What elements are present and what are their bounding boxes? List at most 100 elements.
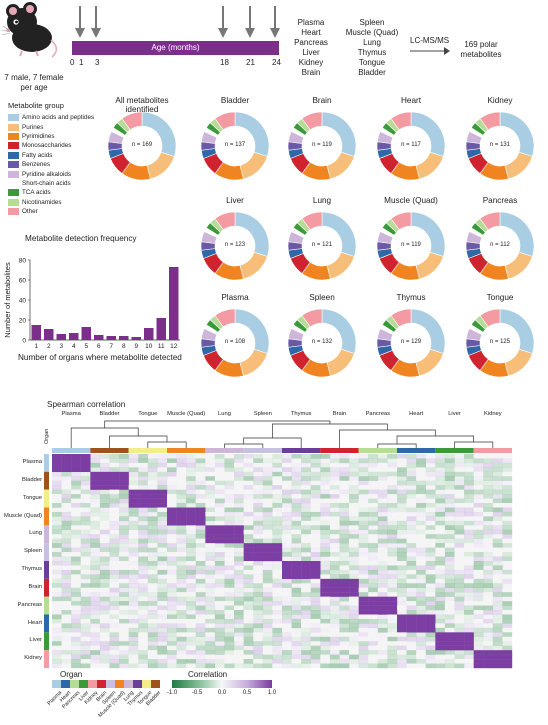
donut-n-label: n = 125 xyxy=(489,339,511,345)
donut-chart xyxy=(200,308,270,378)
bar xyxy=(156,318,166,340)
x-tick-label: 11 xyxy=(158,343,165,350)
donut-segment xyxy=(209,218,224,233)
donut-chart xyxy=(465,211,535,281)
legend-item: Other xyxy=(8,207,94,216)
donut-segment xyxy=(301,261,331,281)
metabolite-legend-title: Metabolite group xyxy=(8,101,64,110)
donut-segment xyxy=(376,148,393,159)
donut-segment xyxy=(200,328,218,341)
donut-segment xyxy=(376,345,393,356)
donut-segment xyxy=(465,345,482,356)
donut-segment xyxy=(110,127,126,138)
donut-segment xyxy=(467,349,489,371)
legend-item: Pyridine alkaloids xyxy=(8,169,94,178)
heatmap-cells xyxy=(52,454,513,669)
organ-legend-swatch xyxy=(142,680,151,688)
heatmap-column-label: Liver xyxy=(448,411,461,417)
donut-segment xyxy=(214,111,236,131)
heatmap-row-label: Heart xyxy=(27,619,42,626)
colorbar-tick-label: 0.0 xyxy=(217,690,227,696)
heatmap-row-label: Plasma xyxy=(22,459,42,465)
donut-segment xyxy=(234,308,270,354)
donut-segment xyxy=(289,349,311,371)
donut-segment xyxy=(465,131,483,144)
timepoint-arrows xyxy=(75,6,280,38)
donut-segment xyxy=(499,111,535,157)
donut-segment xyxy=(378,252,400,274)
result-label: 169 polar metabolites xyxy=(460,40,502,59)
legend-label: Pyridine alkaloids xyxy=(22,170,72,178)
donut-segment xyxy=(214,261,244,281)
donut-title: Bladder xyxy=(220,96,250,105)
donut-chart xyxy=(287,211,357,281)
donut-segment xyxy=(390,358,420,378)
organ-item: Thymus xyxy=(357,48,387,57)
donut-segment xyxy=(479,261,509,281)
donut-segment xyxy=(203,227,219,238)
legend-swatch xyxy=(8,142,19,150)
legend-item: Short-chain acids xyxy=(8,179,94,188)
colorbar xyxy=(172,680,272,688)
detection-chart-title: Metabolite detection frequency xyxy=(25,234,137,243)
donut-segment xyxy=(390,211,412,231)
metabolite-legend: Metabolite group Amino acids and peptide… xyxy=(8,101,94,216)
donut-segment xyxy=(287,328,305,341)
heatmap-row-label: Bladder xyxy=(22,476,42,483)
heatmap-column-label: Pancreas xyxy=(365,411,391,417)
donut-chart xyxy=(376,111,446,181)
donut-segment xyxy=(474,315,489,330)
donut-segment xyxy=(465,241,481,251)
donut-segment xyxy=(474,218,489,233)
legend-item: Benzenes xyxy=(8,160,94,169)
y-tick-label: 60 xyxy=(19,278,27,285)
donut-chart xyxy=(107,111,177,181)
heatmap-row-label: Brain xyxy=(28,583,42,590)
donut-segment xyxy=(301,211,323,231)
organ-legend-swatch xyxy=(133,680,142,688)
organ-item: Spleen xyxy=(359,18,385,27)
organ-color-strip xyxy=(473,448,512,453)
age-bar xyxy=(72,41,279,55)
dendrogram-branch xyxy=(104,420,331,428)
legend-label: Monosaccharides xyxy=(22,142,72,150)
y-axis-label: Number of metabolites xyxy=(3,262,12,338)
heatmap-column-label: Bladder xyxy=(99,411,120,417)
method-label: LC-MS/MS xyxy=(410,36,450,45)
heatmap-row-label: Spleen xyxy=(23,548,42,555)
organ-item: Heart xyxy=(301,28,321,37)
donut-segment xyxy=(465,141,481,151)
organ-color-strip xyxy=(44,632,49,651)
organ-item: Plasma xyxy=(297,18,325,27)
legend-item: TCA acids xyxy=(8,188,94,197)
donut-segment xyxy=(301,161,331,181)
donut-chart xyxy=(287,111,357,181)
donut-title: Brain xyxy=(312,96,332,105)
donut-segment xyxy=(287,148,304,159)
organ-item: Kidney xyxy=(298,58,324,67)
organ-item: Muscle (Quad) xyxy=(345,28,399,37)
donut-segment xyxy=(116,118,131,133)
donut-segment xyxy=(385,218,400,233)
donut-segment xyxy=(214,161,244,181)
organ-legend-swatch xyxy=(52,680,61,688)
organ-color-strip xyxy=(358,448,397,453)
heatmap-row-label: Thymus xyxy=(21,566,42,572)
arrow-right-icon xyxy=(410,47,450,55)
donut-segment xyxy=(214,308,236,328)
organ-color-strip xyxy=(44,471,49,490)
donut-segment xyxy=(410,211,446,257)
donut-chart xyxy=(200,211,270,281)
heatmap-row-label: Liver xyxy=(29,637,42,644)
donut-segment xyxy=(292,222,308,236)
x-tick-label: 2 xyxy=(47,343,51,350)
donut-n-label: n = 119 xyxy=(401,242,421,248)
bar xyxy=(56,334,66,340)
donut-segment xyxy=(326,348,355,377)
organ-color-strip xyxy=(320,448,359,453)
donut-segment xyxy=(390,261,420,281)
bar xyxy=(31,325,41,340)
donut-segment xyxy=(146,151,175,180)
colorbar-title: Correlation xyxy=(188,670,228,679)
legend-swatch xyxy=(8,161,19,169)
